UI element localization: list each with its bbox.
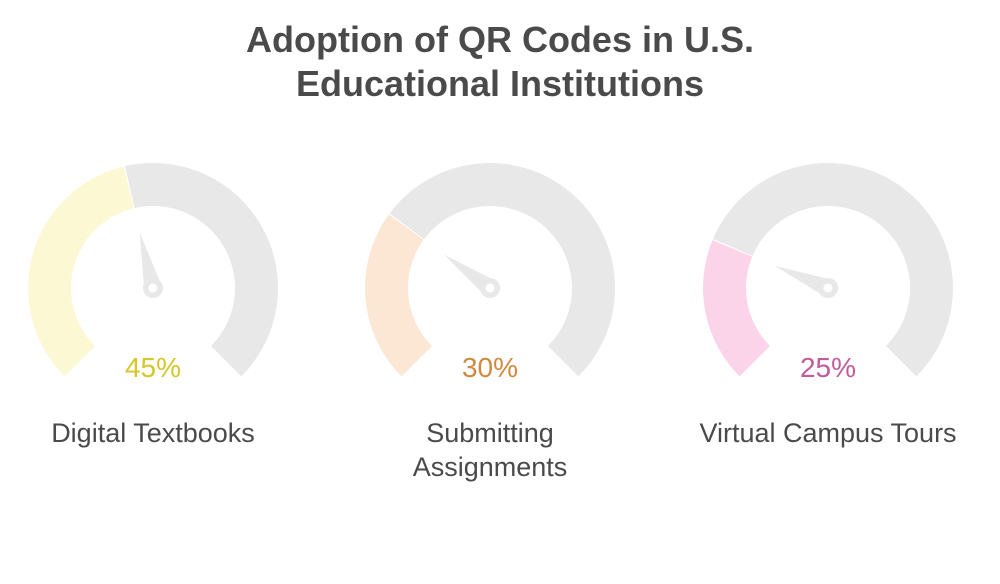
gauge-hub-dot — [148, 283, 158, 293]
chart-title: Adoption of QR Codes in U.S. Educational… — [0, 18, 1000, 106]
gauge-track-arc — [389, 162, 616, 377]
gauge-value-digital-textbooks: 45% — [124, 352, 182, 383]
gauge-label-line: Assignments — [412, 452, 568, 482]
gauge-virtual-campus-tours — [703, 163, 953, 377]
gauge-label-digital-textbooks: Digital Textbooks — [0, 416, 313, 450]
gauge-value-submitting-assignments: 30% — [461, 352, 519, 383]
gauge-label-line: Digital Textbooks — [51, 418, 255, 448]
gauge-fill-arc — [364, 214, 433, 377]
gauge-submitting-assignments — [364, 162, 616, 377]
gauge-label-line: Submitting — [426, 418, 554, 448]
gauge-needle — [139, 232, 162, 291]
chart-title-line-1: Adoption of QR Codes in U.S. — [246, 19, 754, 60]
chart-title-line-2: Educational Institutions — [295, 63, 704, 104]
gauge-fill-arc — [703, 240, 771, 377]
gauge-track-arc — [713, 163, 953, 377]
gauge-digital-textbooks — [28, 163, 278, 377]
gauge-value-virtual-campus-tours: 25% — [799, 352, 857, 383]
gauge-hub-dot — [485, 283, 495, 293]
gauge-label-line: Virtual Campus Tours — [699, 418, 957, 448]
gauge-needle — [775, 266, 832, 297]
gauge-track-arc — [125, 163, 278, 377]
gauge-label-virtual-campus-tours: Virtual Campus Tours — [668, 416, 988, 450]
gauge-label-submitting-assignments: Submitting Assignments — [330, 416, 650, 484]
gauge-fill-arc — [28, 166, 134, 377]
gauge-hub-dot — [823, 283, 833, 293]
